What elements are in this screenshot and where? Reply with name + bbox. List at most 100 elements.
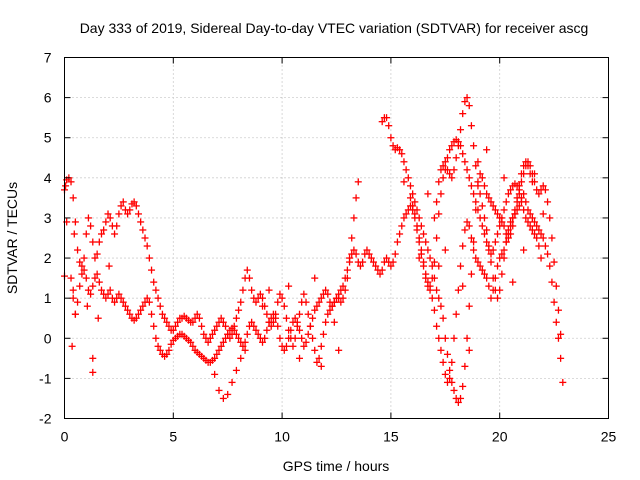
data-point — [280, 346, 288, 354]
data-point — [489, 274, 497, 282]
data-point — [311, 346, 319, 354]
data-point — [171, 322, 179, 330]
data-point — [213, 350, 221, 358]
data-point — [343, 266, 351, 274]
y-tick-label: 5 — [44, 130, 52, 146]
data-point — [491, 238, 499, 246]
data-point — [552, 318, 560, 326]
data-point — [372, 262, 380, 270]
data-point — [398, 150, 406, 158]
data-point — [341, 286, 349, 294]
series-trace-B — [67, 178, 362, 366]
data-point — [145, 254, 153, 262]
data-point — [189, 318, 197, 326]
data-point — [474, 258, 482, 266]
data-point — [478, 174, 486, 182]
data-point — [124, 210, 132, 218]
data-point — [69, 294, 77, 302]
data-point — [541, 186, 549, 194]
data-point — [158, 310, 166, 318]
data-point — [211, 326, 219, 334]
data-point — [152, 334, 160, 342]
data-point — [424, 246, 432, 254]
data-point — [328, 302, 336, 310]
data-point — [67, 274, 75, 282]
data-point — [106, 286, 114, 294]
data-point — [248, 318, 256, 326]
data-point — [474, 178, 482, 186]
data-point — [507, 230, 515, 238]
y-tick-label: 0 — [44, 330, 52, 346]
data-point — [400, 178, 408, 186]
data-point — [350, 246, 358, 254]
data-point — [106, 214, 114, 222]
data-point — [535, 190, 543, 198]
data-point — [104, 210, 112, 218]
data-point — [476, 214, 484, 222]
data-point — [454, 138, 462, 146]
data-point — [62, 182, 70, 190]
data-point — [467, 270, 475, 278]
data-point — [237, 354, 245, 362]
data-point — [459, 382, 467, 390]
data-point — [91, 254, 99, 262]
data-point — [117, 202, 125, 210]
data-point — [121, 302, 129, 310]
data-point — [261, 334, 269, 342]
data-point — [441, 370, 449, 378]
data-point — [115, 210, 123, 218]
data-point — [544, 250, 552, 258]
data-point — [69, 194, 77, 202]
data-point — [494, 210, 502, 218]
data-point — [522, 158, 530, 166]
data-point — [548, 234, 556, 242]
data-point — [87, 290, 95, 298]
data-point — [317, 294, 325, 302]
data-point — [309, 334, 317, 342]
data-point — [480, 270, 488, 278]
data-point — [500, 254, 508, 262]
data-point — [433, 234, 441, 242]
data-point — [487, 294, 495, 302]
data-point — [413, 206, 421, 214]
data-point — [517, 198, 525, 206]
data-point — [222, 334, 230, 342]
data-point — [232, 330, 240, 338]
y-tick-label: 3 — [44, 210, 52, 226]
data-point — [406, 182, 414, 190]
data-point — [498, 250, 506, 258]
data-point — [483, 190, 491, 198]
data-point — [89, 238, 97, 246]
data-point — [259, 302, 267, 310]
data-point — [424, 278, 432, 286]
data-point — [487, 198, 495, 206]
data-point — [193, 310, 201, 318]
data-point — [91, 274, 99, 282]
data-point — [282, 342, 290, 350]
data-point — [520, 246, 528, 254]
data-point — [504, 234, 512, 242]
data-point — [541, 242, 549, 250]
series-trace-D — [409, 94, 536, 302]
data-point — [461, 362, 469, 370]
x-tick-label: 15 — [383, 429, 399, 445]
data-point — [435, 294, 443, 302]
data-point — [498, 214, 506, 222]
data-point — [441, 158, 449, 166]
y-tick-label: 2 — [44, 250, 52, 266]
data-point — [428, 262, 436, 270]
data-point — [269, 310, 277, 318]
data-point — [437, 166, 445, 174]
data-point — [433, 322, 441, 330]
data-point — [167, 340, 175, 348]
data-point — [391, 250, 399, 258]
data-point — [82, 230, 90, 238]
data-point — [439, 174, 447, 182]
data-point — [515, 190, 523, 198]
data-point — [291, 314, 299, 322]
data-point — [526, 222, 534, 230]
data-point — [500, 246, 508, 254]
data-point — [276, 334, 284, 342]
data-point — [313, 302, 321, 310]
data-point — [95, 278, 103, 286]
